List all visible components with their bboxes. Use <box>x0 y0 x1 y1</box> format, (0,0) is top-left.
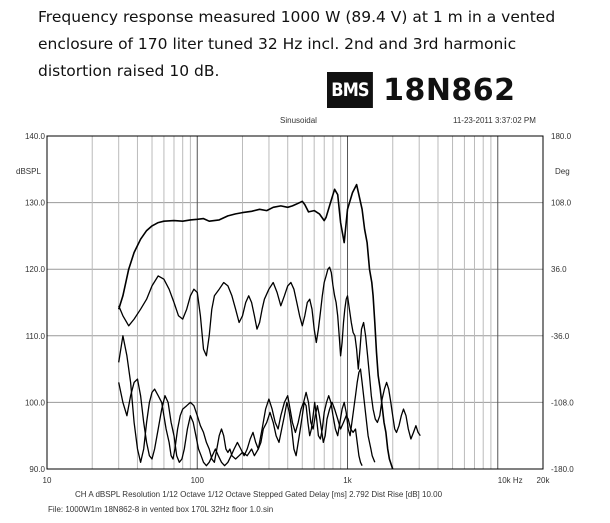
y-tick-label: 100.0 <box>25 398 46 407</box>
brand-header: BMS 18N862 <box>327 70 516 110</box>
description-line: enclosure of 170 liter tuned 32 Hz incl.… <box>38 35 517 53</box>
model-name: 18N862 <box>383 72 516 108</box>
x-tick-label: 10k Hz <box>498 476 523 485</box>
chart-timestamp: 11-23-2011 3:37:02 PM <box>453 116 536 125</box>
x-tick-label: 1k <box>343 476 352 485</box>
y2-tick-label: -180.0 <box>551 465 574 474</box>
footer-file: File: 1000W1m 18N862-8 in vented box 170… <box>48 505 273 514</box>
y-tick-label: 140.0 <box>25 132 46 141</box>
series-line-1 <box>117 183 394 470</box>
y-tick-label: 90.0 <box>29 465 45 474</box>
y-axis-label: dBSPL <box>16 167 41 176</box>
y2-tick-label: -108.0 <box>551 398 574 407</box>
tick-labels: 140.0 130.0 120.0 110.0 100.0 90.0 180.0 108.0 3… <box>25 132 574 485</box>
x-tick-label: 100 <box>191 476 205 485</box>
bms-logo: BMS <box>327 72 373 108</box>
y-tick-label: 130.0 <box>25 199 46 208</box>
x-tick-label: 20k <box>537 476 551 485</box>
y2-tick-label: -36.0 <box>551 332 570 341</box>
x-tick-label: 10 <box>43 476 52 485</box>
y2-tick-label: 108.0 <box>551 199 572 208</box>
chart-header-label: Sinusoidal <box>280 116 317 125</box>
description-line: Frequency response measured 1000 W (89.4… <box>38 8 556 26</box>
series-line-4 <box>118 368 376 467</box>
series-group <box>117 183 421 470</box>
y-tick-label: 110.0 <box>26 332 46 341</box>
y2-tick-label: 180.0 <box>551 132 572 141</box>
footer-settings: CH A dBSPL Resolution 1/12 Octave 1/12 O… <box>75 490 443 499</box>
chart-description: Frequency response measured 1000 W (89.4… <box>38 4 603 85</box>
y2-axis-label: Deg <box>555 167 570 176</box>
description-line: distortion raised 10 dB. <box>38 62 220 80</box>
y2-tick-label: 36.0 <box>551 265 567 274</box>
series-line-2 <box>118 266 421 440</box>
plot-frame <box>46 135 544 470</box>
series-line-3 <box>118 335 363 466</box>
grid-lines <box>47 136 543 469</box>
y-tick-label: 120.0 <box>25 265 46 274</box>
